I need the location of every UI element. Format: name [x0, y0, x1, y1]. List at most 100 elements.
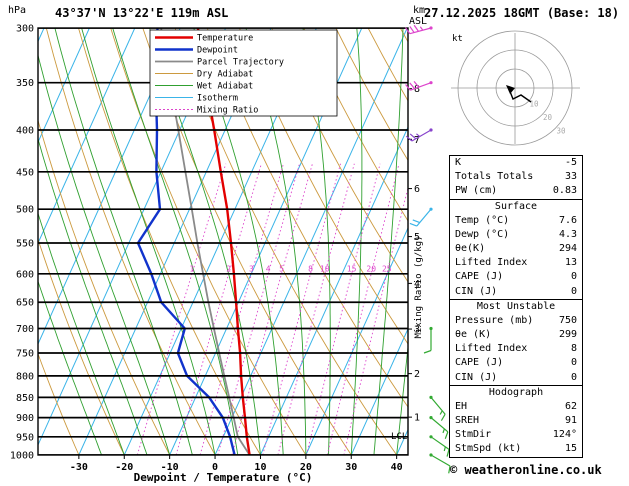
km-tick-label: 8	[414, 84, 420, 95]
hodograph-ring-label: 10	[529, 99, 539, 108]
temp-tick-label: -30	[70, 462, 88, 473]
wind-barb	[405, 24, 433, 35]
km-tick-label: 6	[414, 184, 420, 195]
wind-barb	[429, 395, 446, 421]
pressure-tick-label: 850	[16, 393, 34, 404]
table-row: K -5	[450, 156, 582, 170]
param-label: Dewp (°C)	[455, 228, 510, 240]
pressure-tick-label: 900	[16, 413, 34, 424]
mixing-ratio-value-label: 4	[266, 264, 271, 273]
hodograph-ring	[495, 68, 535, 108]
param-label: θe (K)	[455, 329, 492, 341]
param-label: StmDir	[455, 429, 492, 441]
dry-adiabat-line	[271, 28, 408, 283]
param-value: 13	[564, 257, 577, 269]
pressure-tick-label: 1000	[10, 451, 34, 462]
lcl-label: LCL	[391, 432, 407, 442]
station-title: 43°37'N 13°22'E 119m ASL	[55, 6, 228, 20]
table-section: Hodograph EH 62 SREH 91 StmDir 124° StmSpd (kt)…	[450, 384, 582, 457]
table-section-title: Most Unstable	[476, 300, 556, 312]
wind-barb	[429, 416, 449, 439]
table-row: CAPE (J) 0	[450, 270, 582, 284]
mixing-ratio-value-label: 25	[382, 264, 392, 273]
table-row: θe (K) 299	[450, 328, 582, 342]
parameter-table: K -5 Totals Totals 33 PW (cm) 0.83 Surface Temp…	[449, 155, 583, 458]
table-row: StmSpd (kt) 15	[450, 442, 582, 456]
table-row: PW (cm) 0.83	[450, 184, 582, 198]
param-value: 0	[570, 271, 577, 283]
copyright: © weatheronline.co.uk	[450, 463, 602, 477]
wind-barb	[405, 128, 433, 142]
wind-barb	[405, 81, 433, 91]
legend-item-label: Isotherm	[197, 94, 238, 104]
table-row: CIN (J) 0	[450, 371, 582, 385]
legend-item-label: Wet Adiabat	[197, 82, 253, 92]
table-section-title: Surface	[494, 200, 538, 212]
param-label: CIN (J)	[455, 285, 498, 297]
pressure-tick-label: 500	[16, 205, 34, 216]
table-row: Temp (°C) 7.6	[450, 214, 582, 228]
param-label: θe(K)	[455, 243, 486, 255]
wind-barb	[423, 326, 433, 354]
hodograph-unit-label: kt	[452, 34, 463, 44]
param-value: 0.83	[552, 185, 577, 197]
param-value: 4.3	[558, 228, 577, 240]
isotherm-line	[259, 125, 408, 455]
datetime-title: 27.12.2025 18GMT (Base: 18)	[424, 6, 619, 20]
isotherm-line	[214, 28, 408, 455]
mixing-ratio-line	[305, 163, 381, 455]
mixing-ratio-value-label: 15	[347, 264, 357, 273]
hodograph-trace	[508, 88, 532, 103]
param-label: EH	[455, 400, 468, 412]
param-value: 0	[570, 285, 577, 297]
pressure-tick-label: 700	[16, 324, 34, 335]
mixing-ratio-value-label: 1	[189, 264, 194, 273]
temp-tick-label: 20	[300, 462, 312, 473]
temp-tick-label: -10	[161, 462, 179, 473]
hodograph-ring-label: 20	[543, 113, 553, 122]
isotherm-line	[38, 28, 90, 144]
legend-item-label: Dewpoint	[197, 46, 238, 56]
table-section: Surface Temp (°C) 7.6 Dewp (°C) 4.3 θe(K) 294 L…	[450, 198, 582, 299]
temp-tick-label: 0	[212, 462, 218, 473]
param-value: 299	[558, 329, 577, 341]
mixing-ratio-line	[199, 163, 284, 455]
table-row: Lifted Index 13	[450, 256, 582, 270]
pressure-tick-label: 650	[16, 298, 34, 309]
legend-item-label: Temperature	[197, 34, 253, 44]
km-tick-label: 1	[414, 413, 420, 424]
param-value: 91	[564, 415, 577, 427]
table-section-title: Hodograph	[488, 386, 544, 398]
dry-adiabat-line	[303, 28, 408, 222]
param-label: CIN (J)	[455, 371, 498, 383]
pressure-tick-label: 950	[16, 432, 34, 443]
param-value: 33	[564, 171, 577, 183]
mixing-ratio-line	[277, 163, 355, 455]
param-label: Pressure (mb)	[455, 314, 534, 326]
mixing-ratio-value-label: 2	[226, 264, 231, 273]
table-row: Lifted Index 8	[450, 342, 582, 356]
hodograph-ring-label: 30	[556, 126, 566, 135]
param-value: -5	[564, 157, 577, 168]
param-label: SREH	[455, 415, 480, 427]
temp-tick-label: -20	[115, 462, 133, 473]
table-section: K -5 Totals Totals 33 PW (cm) 0.83	[450, 156, 582, 199]
table-row: CAPE (J) 0	[450, 356, 582, 370]
param-label: Lifted Index	[455, 343, 528, 355]
param-value: 62	[564, 400, 577, 412]
dry-adiabat-line	[38, 352, 80, 455]
param-label: CAPE (J)	[455, 271, 504, 283]
pressure-tick-label: 600	[16, 269, 34, 280]
param-value: 0	[570, 357, 577, 369]
param-label: CAPE (J)	[455, 357, 504, 369]
isotherm-line	[350, 327, 408, 455]
param-value: 8	[570, 343, 577, 355]
km-tick-label: 4	[414, 279, 420, 290]
param-label: StmSpd (kt)	[455, 443, 522, 455]
param-value: 15	[564, 443, 577, 455]
table-row: CIN (J) 0	[450, 285, 582, 299]
mixing-ratio-value-label: 3	[249, 264, 254, 273]
mixing-ratio-value-label: 5	[279, 264, 284, 273]
